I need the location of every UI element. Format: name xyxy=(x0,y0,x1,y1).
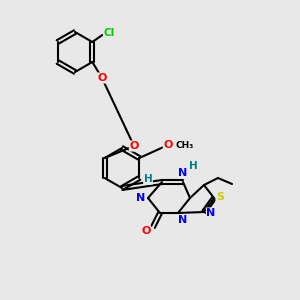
Text: O: O xyxy=(129,141,139,151)
Text: H: H xyxy=(144,174,152,184)
Text: H: H xyxy=(189,161,197,171)
Text: N: N xyxy=(206,208,216,218)
Text: O: O xyxy=(163,140,173,150)
Text: N: N xyxy=(178,168,188,178)
Text: S: S xyxy=(216,192,224,202)
Text: N: N xyxy=(136,193,146,203)
Text: CH₃: CH₃ xyxy=(176,140,194,149)
Text: O: O xyxy=(141,226,151,236)
Text: Cl: Cl xyxy=(104,28,115,38)
Text: O: O xyxy=(97,73,107,83)
Text: N: N xyxy=(178,215,188,225)
